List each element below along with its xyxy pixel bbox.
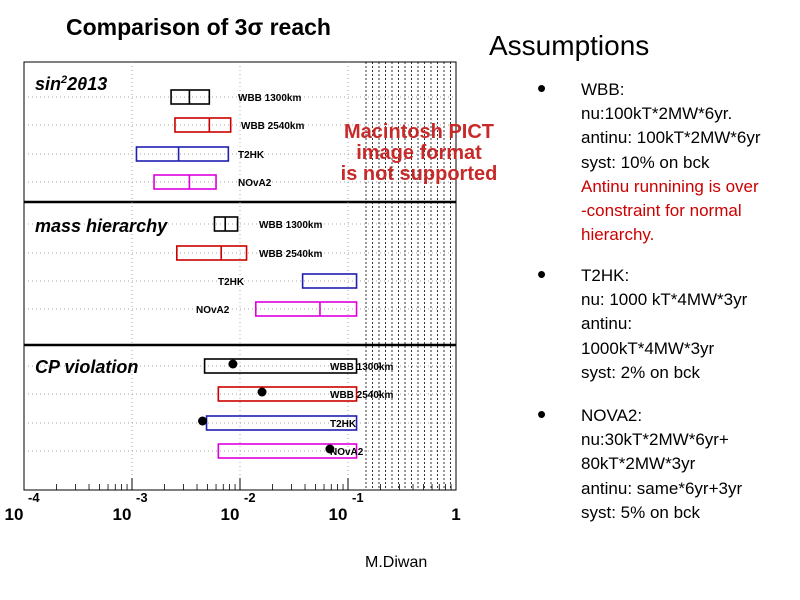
series-label: WBB 1300km: [330, 362, 393, 373]
assumptions-heading: Assumptions: [489, 30, 650, 61]
assumption-t2hk: T2HK: nu: 1000 kT*4MW*3yr antinu: 1000kT…: [581, 266, 748, 382]
series-label: NOvA2: [330, 447, 364, 458]
central-dot: [228, 359, 238, 369]
range-bar: [135, 146, 230, 162]
series-label: WBB 1300km: [259, 220, 322, 231]
x-tick-label: 10: [329, 505, 348, 524]
bullet-icon: •: [537, 259, 547, 289]
x-tick-label: 10: [221, 505, 240, 524]
range-bar: [153, 174, 217, 190]
series-label: NOvA2: [196, 305, 230, 316]
assumption-wbb: WBB: nu:100kT*2MW*6yr. antinu: 100kT*2MW…: [581, 78, 796, 247]
x-tick-label: 10: [113, 505, 132, 524]
range-bar: [176, 245, 248, 261]
panel-title-theta13: sin22θ13: [35, 74, 108, 94]
bullet-icon: •: [537, 73, 547, 103]
panel-title-cp-violation: CP violation: [35, 357, 139, 377]
x-tick-label: 10: [5, 505, 24, 524]
range-bar: [217, 386, 358, 402]
x-tick-exponent: -1: [352, 490, 364, 505]
assumption-nova2: NOVA2: nu:30kT*2MW*6yr+ 80kT*2MW*3yr ant…: [581, 406, 743, 522]
assumption-note: Antinu runnining is over: [581, 176, 759, 196]
x-tick-exponent: -3: [136, 490, 148, 505]
range-bar: [254, 301, 358, 317]
x-tick-label: 1: [451, 505, 460, 524]
series-label: T2HK: [218, 277, 245, 288]
panel-title-mass-hierarchy: mass hierarchy: [35, 216, 168, 236]
series-label: WBB 2540km: [241, 121, 304, 132]
x-tick-exponent: -4: [28, 490, 40, 505]
range-bar: [301, 273, 358, 289]
range-bar: [203, 358, 358, 374]
series-label: WBB 2540km: [330, 390, 393, 401]
pict-placeholder: Macintosh PICT image format is not suppo…: [318, 122, 520, 185]
pict-line: Macintosh PICT: [343, 121, 494, 143]
series-label: WBB 1300km: [238, 93, 301, 104]
series-label: T2HK: [330, 419, 357, 430]
bullet-icon: •: [537, 399, 547, 429]
assumption-note: -constraint for normal: [581, 201, 742, 221]
central-dot: [198, 416, 208, 426]
author-footer: M.Diwan: [365, 554, 428, 571]
series-label: T2HK: [238, 150, 265, 161]
pict-line: is not supported: [340, 163, 498, 185]
range-bar: [174, 117, 232, 133]
slide-title: Comparison of 3σ reach: [66, 14, 331, 40]
x-tick-exponent: -2: [244, 490, 256, 505]
central-dot: [257, 387, 267, 397]
range-bar: [217, 443, 358, 459]
assumption-note: hierarchy.: [581, 225, 655, 245]
central-dot: [325, 444, 335, 454]
series-label: WBB 2540km: [259, 249, 322, 260]
pict-line: image format: [356, 142, 482, 164]
series-label: NOvA2: [238, 178, 272, 189]
